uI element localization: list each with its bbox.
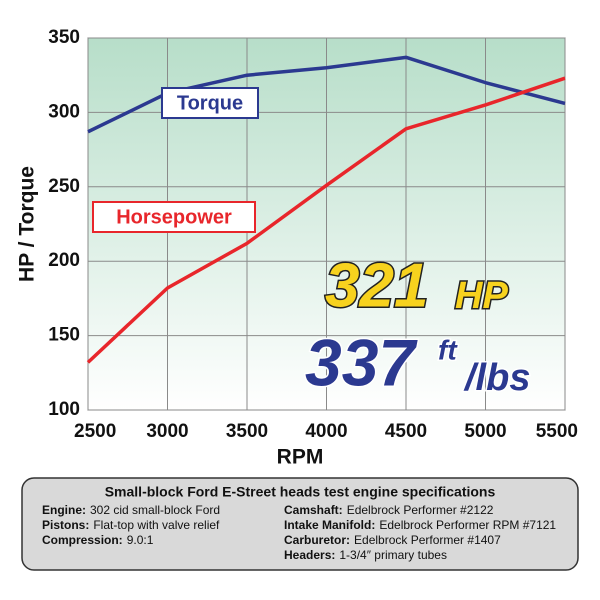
series-line xyxy=(86,76,566,364)
x-tick-label: 3000 xyxy=(146,421,188,442)
y-tick-label: 300 xyxy=(48,101,80,122)
spec-value: Flat-top with valve relief xyxy=(93,518,220,532)
spec-label: Camshaft: xyxy=(284,503,343,517)
legend-label: Horsepower xyxy=(116,206,232,228)
legend-label: Torque xyxy=(177,92,243,114)
spec-value: Edelbrock Performer #1407 xyxy=(354,533,501,547)
spec-title: Small-block Ford E-Street heads test eng… xyxy=(105,484,496,500)
spec-label: Headers: xyxy=(284,548,335,562)
x-tick-label: 4000 xyxy=(305,421,347,442)
y-tick-label: 100 xyxy=(48,399,80,420)
x-tick-label: 2500 xyxy=(74,421,116,442)
x-tick-label: 5000 xyxy=(464,421,506,442)
y-tick-label: 350 xyxy=(48,27,80,48)
spec-label: Engine: xyxy=(42,503,86,517)
spec-value: Edelbrock Performer #2122 xyxy=(347,503,494,517)
spec-row: Compression: 9.0:1 xyxy=(42,533,154,547)
x-tick-label: 3500 xyxy=(226,421,268,442)
spec-row: Engine: 302 cid small-block Ford xyxy=(42,503,220,517)
spec-value: 302 cid small-block Ford xyxy=(90,503,220,517)
x-tick-label: 4500 xyxy=(385,421,427,442)
legend-box xyxy=(92,201,256,233)
torque-number: 337 xyxy=(305,325,418,399)
hp-number: 321 xyxy=(325,251,428,320)
y-tick-label: 150 xyxy=(48,325,80,346)
legend-box xyxy=(161,87,259,119)
spec-row: Pistons: Flat-top with valve relief xyxy=(42,518,220,532)
spec-label: Compression: xyxy=(42,533,123,547)
x-tick-label: 5500 xyxy=(536,421,578,442)
y-axis-title: HP / Torque xyxy=(16,166,39,282)
spec-value: Edelbrock Performer RPM #7121 xyxy=(379,518,556,532)
callout: 321 HP 337 ft /lbs xyxy=(304,250,532,401)
x-axis-title: RPM xyxy=(277,446,324,469)
y-tick-label: 250 xyxy=(48,176,80,197)
spec-row: Carburetor: Edelbrock Performer #1407 xyxy=(284,533,501,547)
spec-box xyxy=(21,477,579,571)
spec-row: Headers: 1-3/4″ primary tubes xyxy=(284,548,447,562)
torque-unit-bottom: /lbs xyxy=(463,357,530,399)
spec-label: Pistons: xyxy=(42,518,89,532)
spec-value: 1-3/4″ primary tubes xyxy=(339,548,447,562)
spec-value: 9.0:1 xyxy=(127,533,154,547)
hp-unit: HP xyxy=(455,275,508,317)
spec-row: Intake Manifold: Edelbrock Performer RPM … xyxy=(284,518,556,532)
spec-label: Intake Manifold: xyxy=(284,518,375,532)
y-tick-label: 200 xyxy=(48,250,80,271)
spec-row: Camshaft: Edelbrock Performer #2122 xyxy=(284,503,494,517)
spec-label: Carburetor: xyxy=(284,533,350,547)
torque-unit-top: ft xyxy=(438,334,458,365)
